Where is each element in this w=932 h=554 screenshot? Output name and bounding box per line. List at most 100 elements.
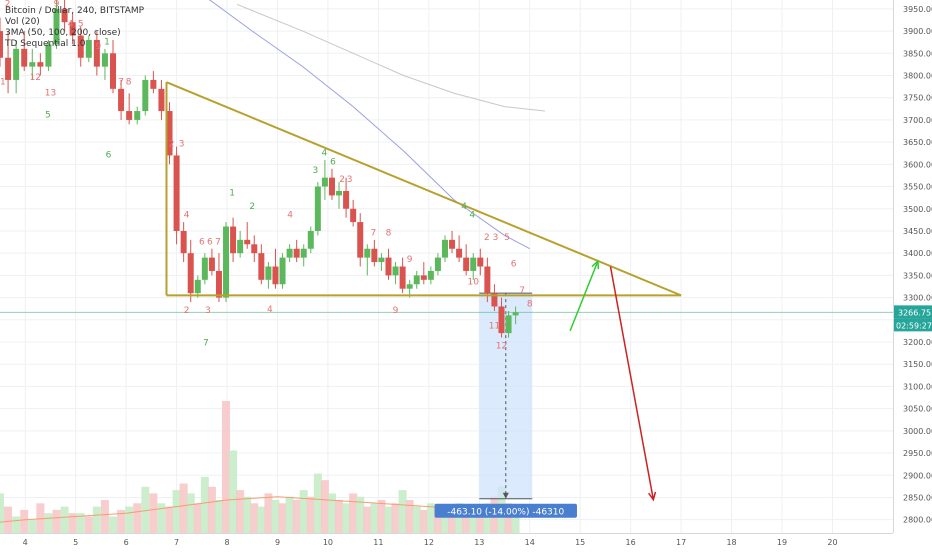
td-count-label: 6 [207, 237, 213, 247]
x-tick-label: 4 [23, 538, 28, 547]
volume-bar [328, 493, 336, 533]
candle-body [110, 53, 116, 89]
y-tick-label: 3100.00 [903, 382, 932, 391]
td-count-label: 8 [126, 77, 132, 87]
volume-bar [335, 500, 343, 533]
volume-bar [420, 510, 428, 533]
td-count-label: 6 [106, 151, 112, 161]
candle-body [118, 89, 124, 111]
y-tick-label: 3150.00 [903, 360, 932, 369]
x-tick-label: 10 [323, 538, 333, 547]
volume-bar [236, 490, 244, 533]
td-count-label: 3 [179, 140, 185, 150]
td-count-label: 6 [330, 157, 336, 167]
candle-body [13, 49, 19, 80]
td-count-label: 4 [322, 148, 328, 158]
volume-bar [250, 503, 258, 533]
volume-bar [286, 497, 294, 533]
td-count-label: 7 [370, 228, 376, 238]
candle-body [449, 240, 455, 249]
volume-bar [194, 503, 202, 533]
y-tick-label: 2800.00 [903, 516, 932, 525]
td-count-label: 7 [118, 77, 124, 87]
candle-body [336, 191, 342, 195]
candle-body [181, 231, 187, 253]
candle-body [272, 267, 278, 285]
candle-body [258, 253, 264, 280]
td-count-label: 9 [393, 306, 399, 316]
td-count-label: 8 [527, 299, 533, 309]
candle-body [322, 178, 328, 187]
countdown-value: 02:59:27 [896, 321, 932, 330]
x-tick-label: 7 [174, 538, 179, 547]
x-tick-label: 8 [224, 538, 229, 547]
candle-body [357, 222, 363, 258]
td-count-label: 6 [199, 237, 205, 247]
td-count-label: 2 [169, 140, 175, 150]
volume-bar [93, 507, 101, 533]
td-count-label: 4 [267, 305, 273, 315]
td-count-label: 6 [511, 260, 517, 270]
candle-body [158, 89, 164, 111]
x-tick-label: 9 [275, 538, 280, 547]
volume-bar [208, 487, 216, 533]
volume-bar [109, 517, 117, 534]
legend-title: Bitcoin / Dollar, 240, BITSTAMP [5, 6, 144, 17]
td-count-label: 3 [205, 306, 211, 316]
candle-body [477, 258, 483, 267]
x-tick-label: 16 [626, 538, 636, 547]
y-tick-label: 3650.00 [903, 138, 932, 147]
td-count-label: 2 [249, 202, 255, 212]
candle-body [484, 267, 490, 294]
volume-bar [0, 493, 4, 533]
measure-label-text: -463.10 (-14.00%) -46310 [447, 507, 564, 517]
candle-body [230, 227, 236, 254]
candle-body [371, 249, 377, 262]
candle-body [195, 280, 201, 293]
td-count-label: 8 [386, 228, 392, 238]
volume-bar [222, 401, 230, 533]
candle-body [315, 187, 321, 231]
volume-bar [201, 477, 209, 533]
td-count-label: 4 [469, 211, 475, 221]
y-tick-label: 3400.00 [903, 249, 932, 258]
candle-body [265, 267, 271, 280]
volume-bar [307, 497, 315, 533]
td-count-label: 5 [45, 111, 51, 121]
td-count-label: 4 [184, 211, 190, 221]
candle-body [350, 209, 356, 222]
x-tick-label: 15 [575, 538, 585, 547]
candle-body [150, 80, 156, 89]
chart-legend: Bitcoin / Dollar, 240, BITSTAMP Vol (20)… [5, 6, 144, 50]
y-tick-label: 3950.00 [903, 5, 932, 14]
td-count-label: 1 [229, 188, 235, 198]
candle-body [0, 31, 3, 58]
candle-body [385, 258, 391, 276]
y-tick-label: 2950.00 [903, 449, 932, 458]
candle-body [126, 111, 132, 120]
td-count-label: 5 [504, 233, 510, 243]
volume-bar [180, 484, 188, 534]
candle-body [29, 62, 35, 66]
last-price-value: 3266.75 [898, 308, 931, 317]
volume-bar [173, 490, 181, 533]
legend-ma: 3MA (50, 100, 200, close) [5, 28, 144, 39]
volume-bar [271, 500, 279, 533]
candle-body [407, 284, 413, 288]
candle-body [506, 315, 512, 333]
td-count-label: 12 [496, 342, 507, 352]
candle-body [329, 178, 335, 196]
y-tick-label: 3000.00 [903, 427, 932, 436]
candle-body [37, 62, 43, 66]
x-tick-label: 5 [73, 538, 78, 547]
candle-body [134, 111, 140, 120]
volume-bar [300, 490, 308, 533]
candle-body [364, 249, 370, 258]
td-count-label: 2 [484, 233, 490, 243]
candle-body [287, 249, 293, 258]
td-count-label: 4 [461, 202, 467, 212]
candle-body [513, 312, 519, 315]
volume-bar [133, 503, 141, 533]
